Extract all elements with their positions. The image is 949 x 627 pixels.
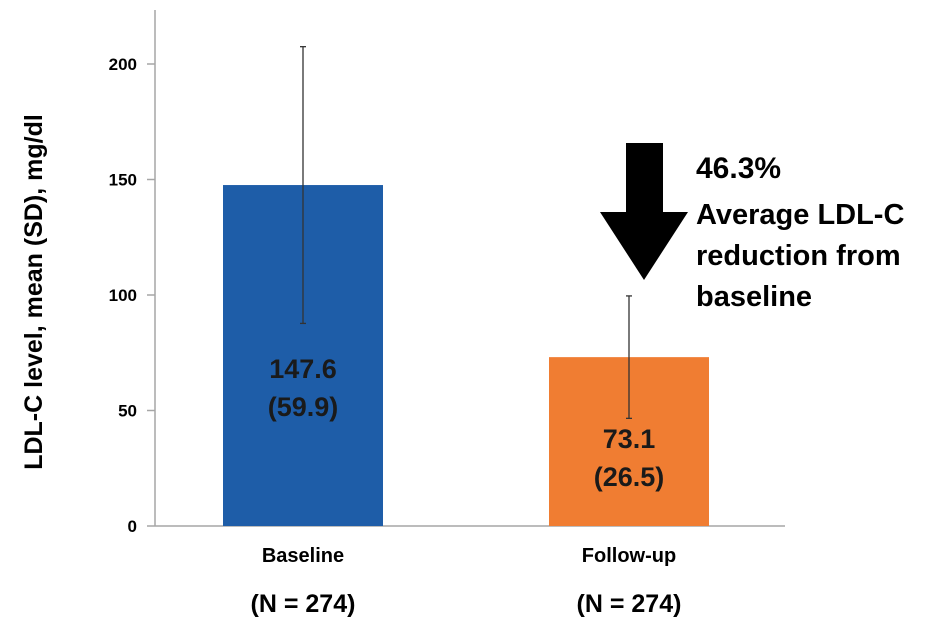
x-tick-label-follow-up: Follow-up [582, 545, 676, 567]
data-label-sd: (59.9) [268, 392, 339, 422]
data-label-sd: (26.5) [594, 462, 665, 492]
x-tick-label-baseline: Baseline [262, 545, 344, 567]
data-label-value: 147.6 [269, 354, 337, 384]
y-tick-label: 100 [109, 286, 137, 305]
annotation-line-3: baseline [696, 281, 812, 313]
data-label-value: 73.1 [603, 424, 656, 454]
y-tick-label: 50 [118, 402, 137, 421]
y-tick-label: 200 [109, 55, 137, 74]
n-label-baseline: (N = 274) [251, 590, 356, 618]
down-arrow-icon [600, 143, 688, 280]
n-label-follow-up: (N = 274) [577, 590, 682, 618]
annotation-line-2: reduction from [696, 240, 901, 272]
annotation-line-1: Average LDL-C [696, 199, 904, 231]
y-tick-label: 0 [128, 517, 137, 536]
y-axis-label: LDL-C level, mean (SD), mg/dl [20, 114, 48, 470]
annotation-percent: 46.3% [696, 152, 781, 185]
y-tick-label: 150 [109, 171, 137, 190]
